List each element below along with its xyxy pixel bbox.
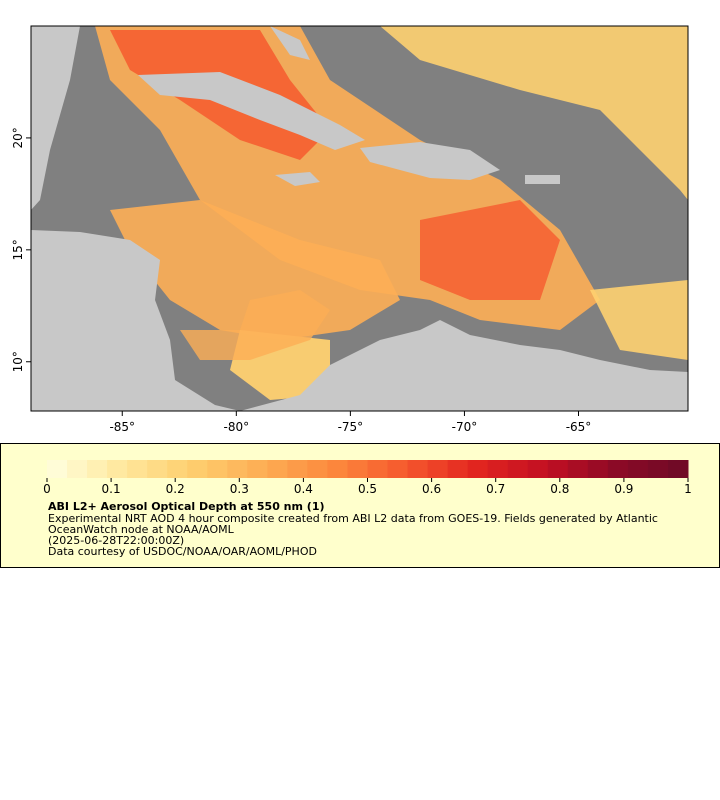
- land: [31, 26, 688, 411]
- color-step: [647, 460, 669, 478]
- color-step: [267, 460, 288, 478]
- x-tick-label: -80°: [224, 420, 250, 434]
- colorbar-tick-label: 0.6: [422, 482, 441, 496]
- color-step: [327, 460, 348, 478]
- color-step: [227, 460, 248, 478]
- color-step: [407, 460, 429, 478]
- x-tick-label: -65°: [566, 420, 592, 434]
- map-frame: [30, 25, 689, 412]
- color-step: [547, 460, 569, 478]
- color-step: [487, 460, 509, 478]
- color-step: [187, 460, 208, 478]
- x-tick-label: -70°: [452, 420, 478, 434]
- colorbar-tick-label: 0.9: [614, 482, 633, 496]
- colorbar-tick-label: 0.1: [102, 482, 121, 496]
- color-step: [507, 460, 529, 478]
- color-step: [627, 460, 649, 478]
- axes: -85° -80° -75° -70° -65° 10° 15° 20°: [11, 127, 591, 434]
- color-step: [87, 460, 108, 478]
- color-step: [467, 460, 489, 478]
- colorbar-tick-label: 0.8: [550, 482, 569, 496]
- color-step: [67, 460, 88, 478]
- color-step: [307, 460, 328, 478]
- color-step: [447, 460, 469, 478]
- color-step: [207, 460, 228, 478]
- color-step: [367, 460, 389, 478]
- color-step: [107, 460, 128, 478]
- color-step: [387, 460, 409, 478]
- color-step: [607, 460, 629, 478]
- legend-credit: Data courtesy of USDOC/NOAA/OAR/AOML/PHO…: [48, 545, 317, 558]
- color-step: [127, 460, 148, 478]
- x-tick-label: -75°: [338, 420, 364, 434]
- color-step: [47, 460, 68, 478]
- map-layers: [31, 26, 688, 411]
- color-step: [347, 460, 368, 478]
- legend-description: OceanWatch node at NOAA/AOML: [48, 523, 235, 536]
- color-step: [527, 460, 549, 478]
- x-tick-label: -85°: [109, 420, 135, 434]
- color-step: [287, 460, 308, 478]
- color-step: [167, 460, 188, 478]
- colorbar-tick-label: 0.5: [358, 482, 377, 496]
- y-tick-label: 10°: [11, 351, 25, 372]
- colorbar-tick-label: 0.2: [166, 482, 185, 496]
- colorbar-tick-label: 0.3: [230, 482, 249, 496]
- colorbar-tick-label: 0.7: [486, 482, 505, 496]
- colorbar-tick-label: 1: [684, 482, 692, 496]
- legend-title: ABI L2+ Aerosol Optical Depth at 550 nm …: [48, 500, 325, 513]
- color-step: [247, 460, 268, 478]
- colorbar-tick-label: 0.4: [294, 482, 313, 496]
- color-step: [147, 460, 168, 478]
- legend-description: Experimental NRT AOD 4 hour composite cr…: [48, 512, 658, 525]
- colorbar: 0 0.1 0.2 0.3 0.4 0.5 0.6 0.7 0.8 0.9 1: [43, 460, 692, 496]
- color-step: [567, 460, 589, 478]
- y-tick-label: 20°: [11, 127, 25, 148]
- color-step: [667, 460, 689, 478]
- legend-time: (2025-06-28T22:00:00Z): [48, 534, 184, 547]
- y-tick-label: 15°: [11, 239, 25, 260]
- color-step: [427, 460, 449, 478]
- colorbar-tick-label: 0: [43, 482, 51, 496]
- color-step: [587, 460, 609, 478]
